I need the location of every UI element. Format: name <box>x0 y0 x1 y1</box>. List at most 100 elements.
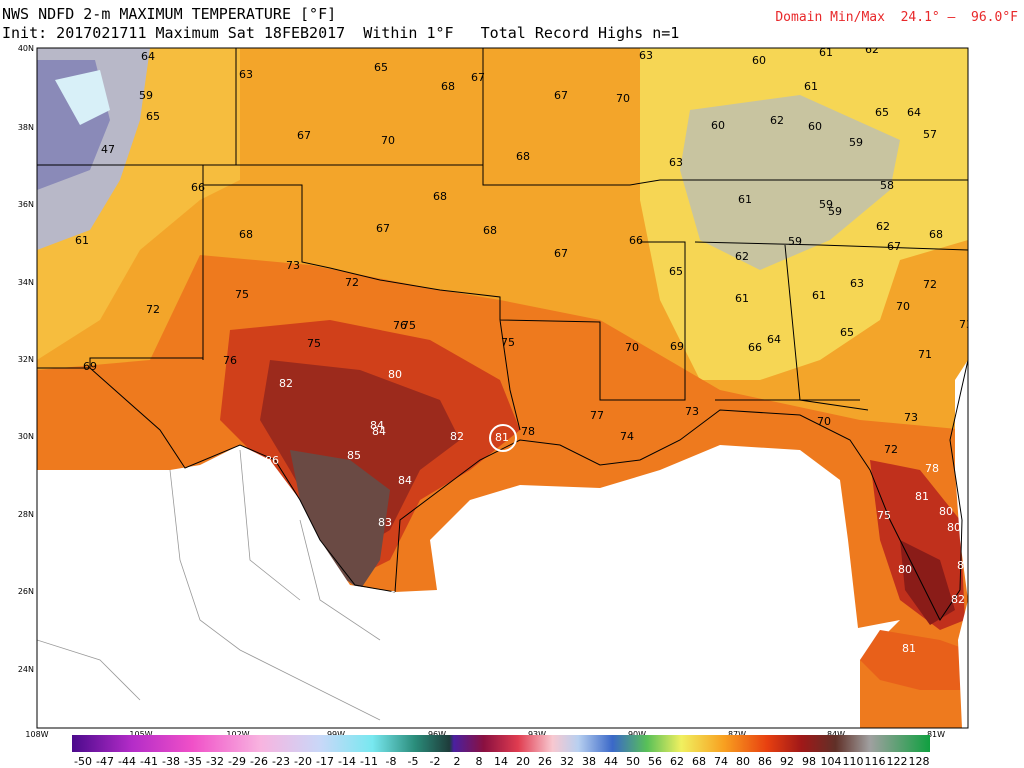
temperature-label: 69 <box>83 360 97 373</box>
temperature-label: 84 <box>372 425 386 438</box>
colorbar-tick-label: -44 <box>118 755 136 768</box>
appalachian-region <box>680 95 900 270</box>
temperature-label: 85 <box>347 449 361 462</box>
lon-label: 84W <box>827 730 845 739</box>
temperature-label: 59 <box>788 235 802 248</box>
lat-label: 36N <box>18 200 34 209</box>
temperature-label: 61 <box>819 46 833 59</box>
lon-label: 87W <box>728 730 746 739</box>
temperature-label: 61 <box>75 234 89 247</box>
temperature-label: 64 <box>141 50 155 63</box>
florida-hotter <box>900 540 955 625</box>
lat-label: 30N <box>18 432 34 441</box>
colorbar-tick-label: -11 <box>360 755 378 768</box>
state-borders <box>37 48 968 431</box>
temperature-label: 65 <box>840 326 854 339</box>
lon-label: 81W <box>927 730 945 739</box>
temperature-labels: 64 63 65 68 67 63 60 61 62 59 65 47 67 70 67 70 61 65 64 60… <box>75 43 973 655</box>
colorbar-tick-label: -32 <box>206 755 224 768</box>
lat-label: 34N <box>18 278 34 287</box>
temperature-label: 67 <box>887 240 901 253</box>
temperature-label: 65 <box>669 265 683 278</box>
temperature-label: 73 <box>904 411 918 424</box>
temperature-label: 65 <box>146 110 160 123</box>
temperature-label: 78 <box>925 462 939 475</box>
temperature-label: 61 <box>738 193 752 206</box>
temperature-label: 75 <box>235 288 249 301</box>
colorbar-tick-label: -20 <box>294 755 312 768</box>
temperature-label: 65 <box>374 61 388 74</box>
temperature-label: 72 <box>146 303 160 316</box>
temperature-label: 72 <box>923 278 937 291</box>
temperature-label: 81 <box>957 559 971 572</box>
temperature-label: 80 <box>388 368 402 381</box>
temperature-label: 70 <box>817 415 831 428</box>
record-high-marker <box>489 424 517 452</box>
colorbar-tick-label: -5 <box>408 755 419 768</box>
temperature-label: 68 <box>433 190 447 203</box>
temperature-label: 62 <box>876 220 890 233</box>
colorbar-tick-label: -29 <box>228 755 246 768</box>
temperature-label: 86 <box>382 589 396 602</box>
temperature-label: 63 <box>639 49 653 62</box>
colorbar-tick-label: 74 <box>714 755 728 768</box>
temperature-label: 62 <box>865 43 879 56</box>
colorbar-tick-label: 8 <box>476 755 483 768</box>
temperature-label: 80 <box>939 505 953 518</box>
lon-label: 105W <box>129 730 152 739</box>
temperature-label: 73 <box>685 405 699 418</box>
temperature-label: 82 <box>279 377 293 390</box>
map: 64 63 65 68 67 63 60 61 62 59 65 47 67 70 67 70 61 65 64 60… <box>37 43 973 728</box>
temperature-label: 70 <box>896 300 910 313</box>
temperature-label: 61 <box>735 292 749 305</box>
colorbar-tick-label: 38 <box>582 755 596 768</box>
colorbar-tick-label: -26 <box>250 755 268 768</box>
temperature-label: 75 <box>402 319 416 332</box>
temperature-label: 62 <box>735 250 749 263</box>
colorbar-tick-label: 122 <box>887 755 908 768</box>
keys-waters <box>860 630 968 690</box>
lat-label: 26N <box>18 587 34 596</box>
temperature-label: 66 <box>191 181 205 194</box>
colorbar-tick-label: 80 <box>736 755 750 768</box>
temperature-label: 74 <box>620 430 634 443</box>
subtitle: Init: 2017021711 Maximum Sat 18FEB2017 W… <box>2 24 679 42</box>
temperature-label: 64 <box>907 106 921 119</box>
temperature-label: 68 <box>239 228 253 241</box>
temperature-label: 67 <box>554 247 568 260</box>
temperature-label: 70 <box>625 341 639 354</box>
colorbar-tick-label: 2 <box>454 755 461 768</box>
lon-label: 90W <box>628 730 646 739</box>
header: NWS NDFD 2-m MAXIMUM TEMPERATURE [°F] In… <box>2 5 1018 42</box>
lat-label: 32N <box>18 355 34 364</box>
temperature-label: 82 <box>951 593 965 606</box>
title: NWS NDFD 2-m MAXIMUM TEMPERATURE [°F] <box>2 5 336 23</box>
temperature-label: 80 <box>947 521 961 534</box>
mexico <box>37 445 437 728</box>
temperature-label: 61 <box>812 289 826 302</box>
temperature-label: 60 <box>808 120 822 133</box>
colorbar-tick-label: -14 <box>338 755 356 768</box>
temperature-label: 59 <box>849 136 863 149</box>
temperature-label: 70 <box>381 134 395 147</box>
temperature-label: 67 <box>471 71 485 84</box>
temperature-label: 78 <box>521 425 535 438</box>
lon-label: 93W <box>528 730 546 739</box>
temperature-label: 84 <box>398 474 412 487</box>
temperature-label: 66 <box>629 234 643 247</box>
colorbar-tick-label: 104 <box>821 755 842 768</box>
colorbar-tick-label: -41 <box>140 755 158 768</box>
temperature-label: 75 <box>307 337 321 350</box>
colorbar-tick-label: -50 <box>74 755 92 768</box>
lat-label: 40N <box>18 44 34 53</box>
colorbar-ticks: -50 -47 -44 -41 -38 -35 -32 -29 -26 -23 -20 -17 -14-… <box>74 755 929 768</box>
temperature-label: 75 <box>877 509 891 522</box>
lon-label: 99W <box>327 730 345 739</box>
temperature-label: 81 <box>915 490 929 503</box>
temperature-label: 70 <box>616 92 630 105</box>
temperature-label: 65 <box>875 106 889 119</box>
colorbar-tick-label: -2 <box>430 755 441 768</box>
temperature-label: 73 <box>959 318 973 331</box>
hotter-region <box>260 360 460 560</box>
temperature-label: 77 <box>590 409 604 422</box>
